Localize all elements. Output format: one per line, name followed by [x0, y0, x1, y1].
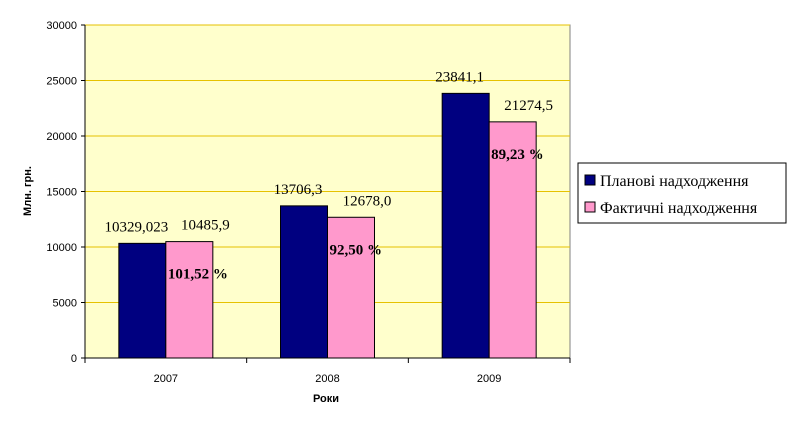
legend-label-actual: Фактичні надходження — [600, 200, 758, 217]
bar-actual — [165, 241, 214, 359]
value-label-actual: 12678,0 — [343, 193, 392, 209]
x-tick-label: 2007 — [154, 373, 178, 385]
y-tick-label: 20000 — [46, 131, 77, 143]
y-tick-label: 30000 — [46, 20, 77, 32]
y-tick-label: 15000 — [46, 187, 77, 199]
x-tick-label: 2009 — [477, 373, 501, 385]
legend-swatch-planned — [584, 174, 596, 186]
bar-planned — [280, 205, 328, 359]
legend-label-planned: Планові надходження — [600, 173, 749, 190]
y-axis-title: Млн. грн. — [22, 166, 34, 216]
y-tick-label: 10000 — [46, 242, 77, 254]
legend-swatch-actual — [584, 201, 596, 213]
bar-actual — [488, 121, 537, 359]
value-label-planned: 10329,023 — [104, 219, 168, 235]
legend: Планові надходження Фактичні надходження — [577, 162, 787, 224]
bar-actual — [327, 216, 375, 359]
percent-label: 89,23 % — [491, 147, 543, 163]
percent-label: 101,52 % — [168, 267, 228, 283]
data-labels: 10329,023 10485,9 101,52 % 13706,3 12678,0 92… — [104, 69, 553, 282]
x-tick-label: 2008 — [315, 373, 339, 385]
x-axis-title: Роки — [313, 393, 339, 405]
value-label-actual: 10485,9 — [181, 218, 230, 234]
y-tick-label: 0 — [71, 353, 77, 365]
value-label-planned: 13706,3 — [274, 182, 323, 198]
value-label-actual: 21274,5 — [504, 98, 553, 114]
x-axis-ticks: 2007 2008 2009 — [84, 358, 571, 385]
percent-label: 92,50 % — [330, 242, 383, 258]
bar-planned — [118, 242, 167, 359]
y-tick-label: 5000 — [53, 298, 77, 310]
legend-box — [577, 162, 787, 224]
bar-planned — [441, 92, 490, 359]
value-label-planned: 23841,1 — [435, 69, 484, 85]
y-tick-label: 25000 — [46, 76, 77, 88]
y-axis-ticks: 0 5000 10000 15000 20000 25000 30000 — [46, 20, 85, 365]
bars — [118, 92, 537, 359]
